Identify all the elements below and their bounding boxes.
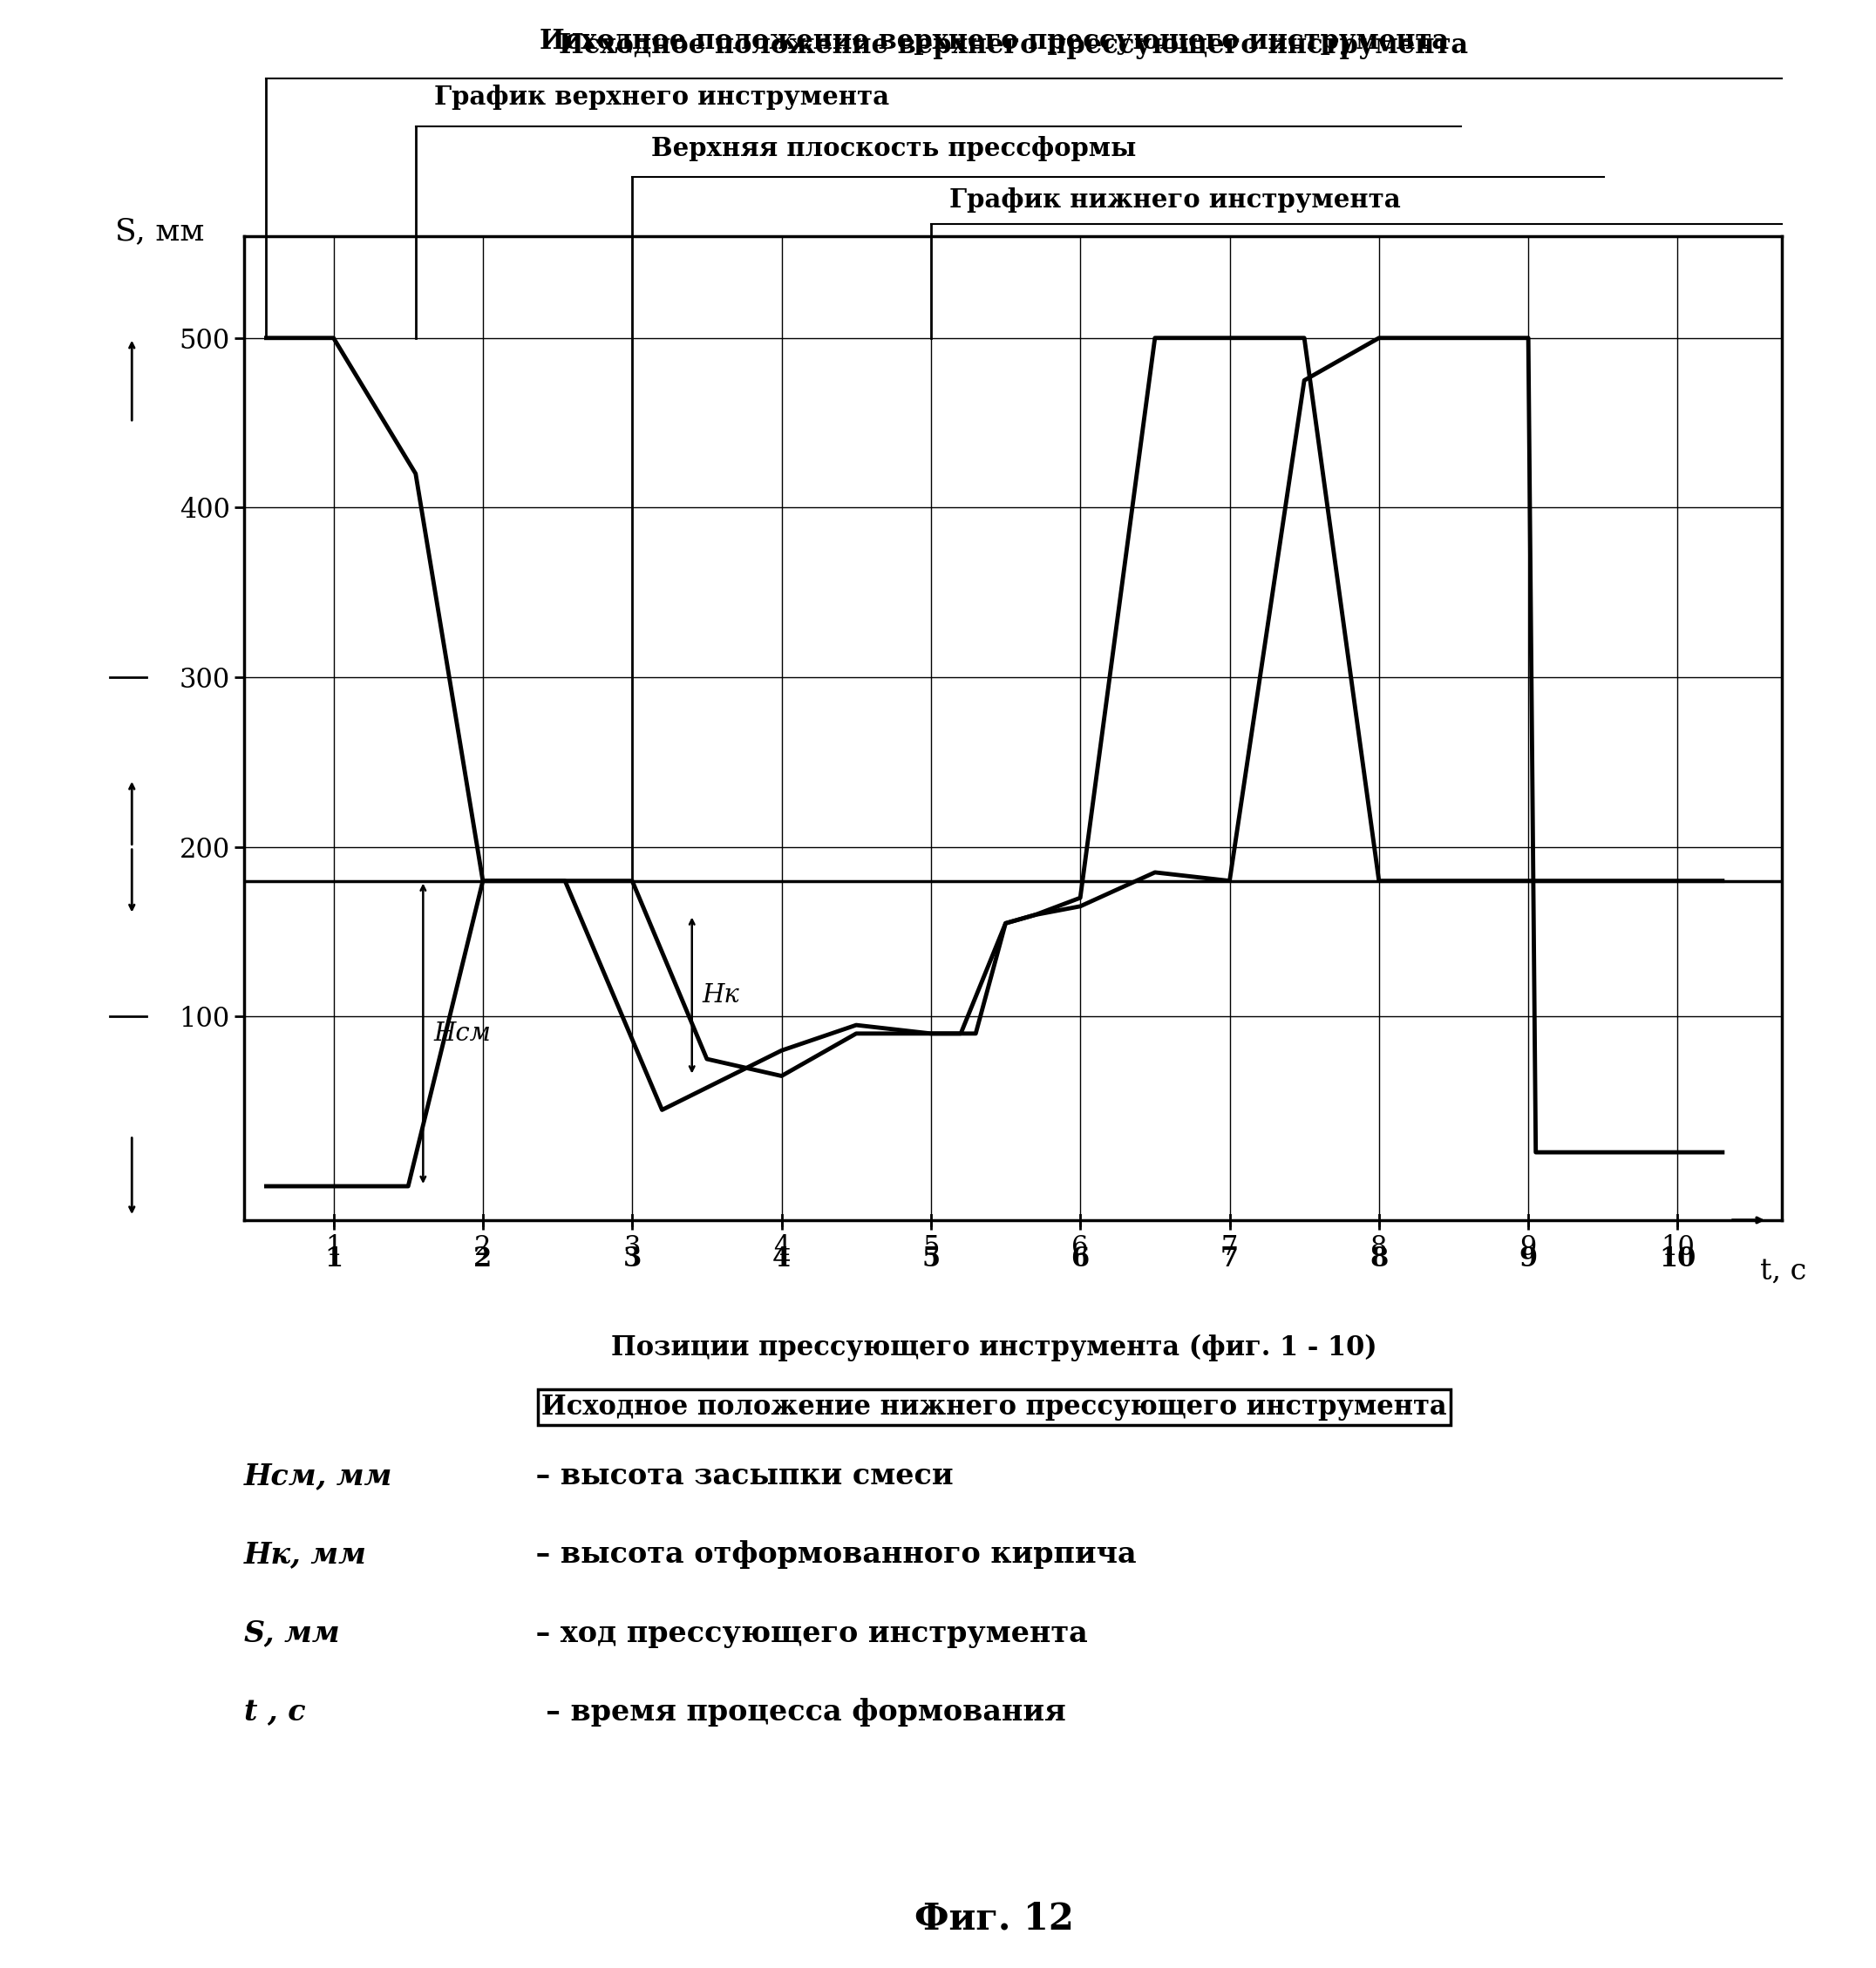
Text: t , c: t , c [244, 1698, 306, 1726]
Text: Исходное положение нижнего прессующего инструмента: Исходное положение нижнего прессующего и… [542, 1393, 1446, 1421]
Text: 2: 2 [473, 1246, 492, 1273]
Text: – высота отформованного кирпича: – высота отформованного кирпича [525, 1541, 1137, 1568]
Text: – время процесса формования: – время процесса формования [525, 1698, 1066, 1726]
Text: Hк: Hк [702, 984, 739, 1008]
Text: 1: 1 [325, 1246, 343, 1273]
Text: 5: 5 [921, 1246, 940, 1273]
Text: 10: 10 [1658, 1246, 1696, 1273]
Text: Фиг. 12: Фиг. 12 [915, 1901, 1073, 1937]
Text: 4: 4 [773, 1246, 792, 1273]
Text: График верхнего инструмента: График верхнего инструмента [435, 85, 889, 110]
Text: Hсм: Hсм [433, 1021, 492, 1045]
Text: Позиции прессующего инструмента (фиг. 1 - 10): Позиции прессующего инструмента (фиг. 1 … [612, 1334, 1377, 1362]
Text: 3: 3 [623, 1246, 642, 1273]
Text: t, с: t, с [1760, 1258, 1807, 1285]
Text: Исходное положение верхнего прессующего инструмента: Исходное положение верхнего прессующего … [540, 28, 1448, 55]
Text: Hк, мм: Hк, мм [244, 1541, 366, 1568]
Text: Исходное положение верхнего прессующего инструмента: Исходное положение верхнего прессующего … [559, 31, 1467, 59]
Text: Верхняя плоскость прессформы: Верхняя плоскость прессформы [651, 136, 1137, 161]
Y-axis label: S, мм: S, мм [114, 216, 204, 246]
Text: – высота засыпки смеси: – высота засыпки смеси [525, 1462, 953, 1490]
Text: График нижнего инструмента: График нижнего инструмента [949, 187, 1401, 213]
Text: 6: 6 [1071, 1246, 1090, 1273]
Text: – ход прессующего инструмента: – ход прессующего инструмента [525, 1620, 1088, 1647]
Text: 7: 7 [1221, 1246, 1238, 1273]
Text: Hсм, мм: Hсм, мм [244, 1462, 392, 1490]
Text: 9: 9 [1520, 1246, 1538, 1273]
Text: S, мм: S, мм [244, 1620, 340, 1647]
Text: 8: 8 [1369, 1246, 1388, 1273]
